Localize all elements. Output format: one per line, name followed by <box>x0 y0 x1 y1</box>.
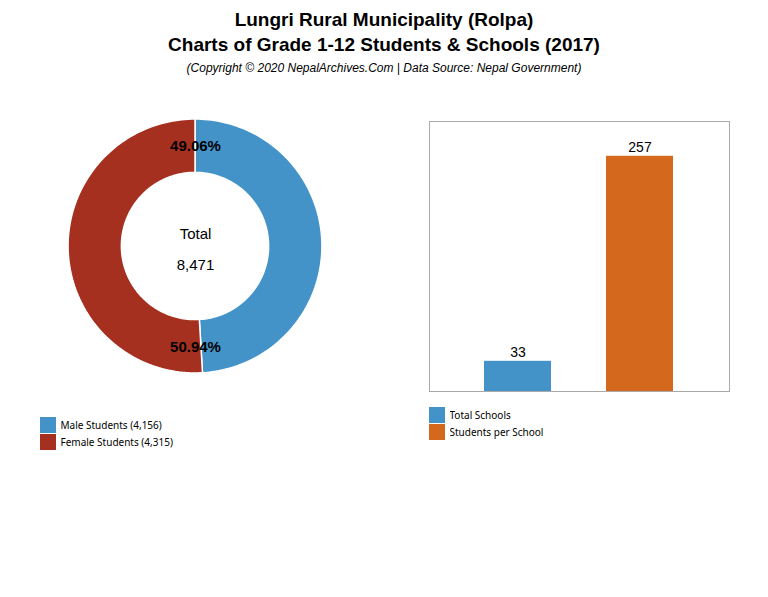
svg-text:50.94%: 50.94% <box>170 338 221 355</box>
html-text:Total Schools: Total Schools <box>449 408 511 423</box>
html-text:Female Students (4,315): Female Students (4,315) <box>60 435 173 450</box>
svg-text:8,471: 8,471 <box>176 257 214 274</box>
svg-text:257: 257 <box>628 140 652 156</box>
svg-text:Total: Total <box>179 225 211 242</box>
svg-text:33: 33 <box>510 345 526 361</box>
html-text:Charts of Grade 1-12 Students: Charts of Grade 1-12 Students & Schools … <box>168 33 600 55</box>
html-text:Students per School: Students per School <box>449 425 544 440</box>
html-text:Lungri Rural Municipality (Rol: Lungri Rural Municipality (Rolpa) <box>234 9 534 30</box>
html-text:Male Students (4,156): Male Students (4,156) <box>60 418 162 433</box>
svg-text:49.06%: 49.06% <box>170 137 221 154</box>
html-text:(Copyright © 2020 NepalArchive: (Copyright © 2020 NepalArchives.Com | Da… <box>186 61 582 76</box>
